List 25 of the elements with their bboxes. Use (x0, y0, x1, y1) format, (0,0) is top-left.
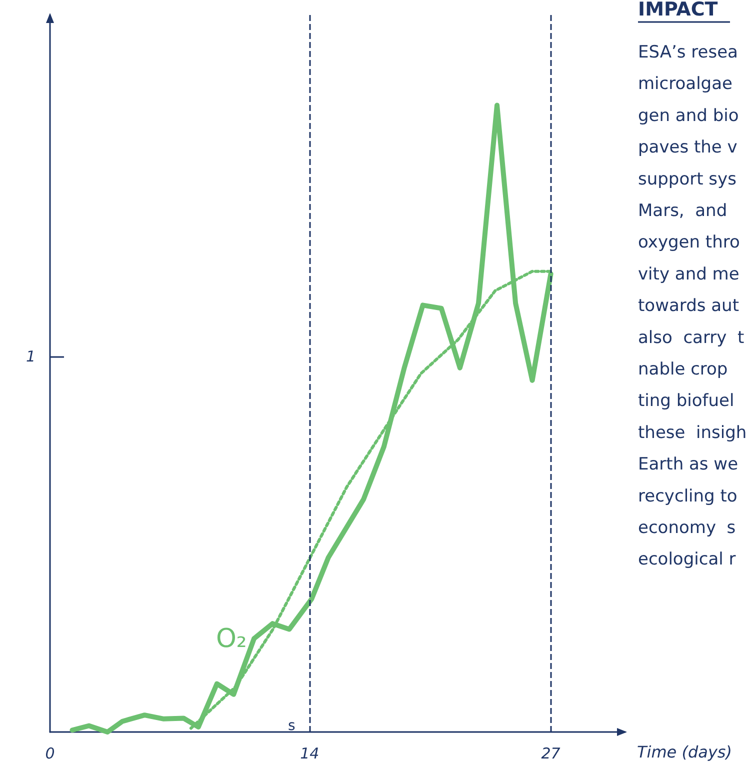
text: Earth as we (638, 454, 738, 475)
text: gen and bio (638, 106, 739, 126)
text: vity and me (638, 264, 740, 284)
ref-line-label: s (288, 718, 296, 734)
text: ESA’s resea (638, 42, 738, 62)
x-axis-title: Time (days) (637, 742, 732, 762)
text: 1 (26, 348, 36, 366)
text: Mars, and (638, 201, 728, 221)
x-tick-label: 14 (300, 744, 320, 762)
text: also carry t (638, 328, 745, 348)
text: IMPACT (638, 0, 718, 20)
text: support sys (638, 169, 737, 190)
text: ecological r (638, 550, 736, 570)
text: recycling to (638, 486, 738, 506)
text: these insigh (638, 422, 747, 443)
text: nable crop (638, 360, 728, 380)
text: ting biofuel (638, 391, 734, 412)
x-tick-label: 0 (45, 744, 55, 762)
text: paves the v (638, 138, 738, 158)
text: towards aut (638, 296, 740, 316)
x-tick-label: 27 (541, 744, 561, 762)
text: microalgae (638, 74, 732, 94)
text: oxygen thro (638, 232, 740, 253)
series-label: O₂ (216, 624, 247, 654)
text: economy s (638, 518, 736, 538)
